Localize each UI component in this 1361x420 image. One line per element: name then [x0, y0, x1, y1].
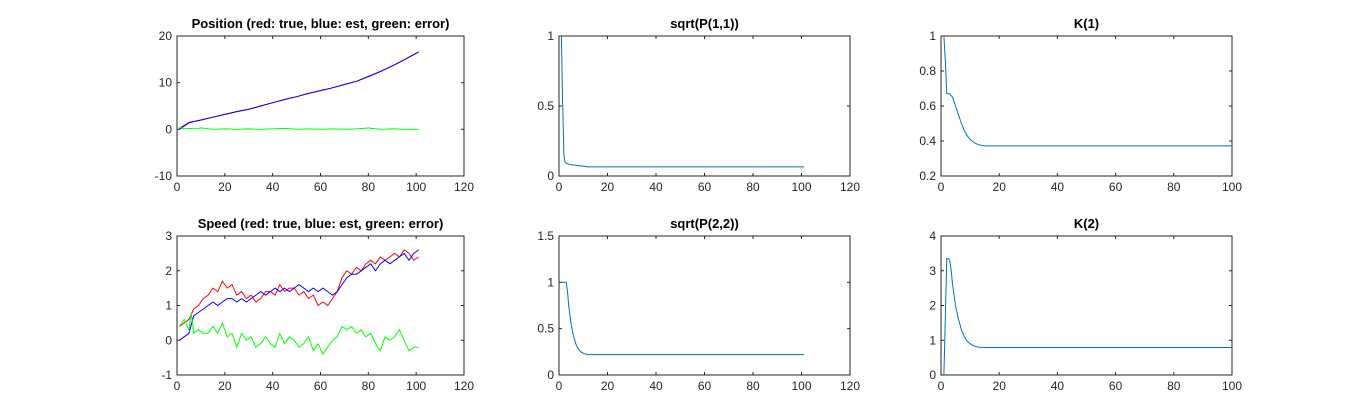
x-tick-label: 40 [1051, 379, 1065, 393]
series-line-1 [943, 35, 1232, 147]
y-tick-label: 0.2 [919, 169, 936, 183]
x-tick-label: 120 [840, 180, 860, 194]
y-tick-label: 1 [547, 275, 554, 289]
y-tick-label: 1 [929, 333, 936, 347]
x-tick-label: 20 [601, 180, 615, 194]
x-tick-label: 0 [174, 379, 181, 393]
y-tick-label: 2 [165, 264, 172, 278]
chart-title: sqrt(P(2,2)) [670, 216, 739, 231]
x-tick-label: 120 [454, 379, 474, 393]
x-tick-label: 0 [174, 180, 181, 194]
y-tick-label: 1 [165, 299, 172, 313]
x-tick-label: 100 [1222, 180, 1242, 194]
x-tick-label: 20 [993, 180, 1007, 194]
x-tick-label: 60 [698, 180, 712, 194]
x-tick-label: 120 [840, 379, 860, 393]
chart-2: 0 20 40 60 80 100 120 0 0.5 1 sqrt(P(1,1)) [537, 16, 860, 194]
chart-3: 0 20 40 60 80 100 0.2 0.4 0.6 0.8 1 K(1) [919, 16, 1242, 194]
y-tick-label: -1 [161, 368, 172, 382]
y-tick-label: 0 [165, 333, 172, 347]
y-tick-label: -10 [155, 169, 173, 183]
axes-box [176, 235, 465, 376]
axes-box [558, 35, 851, 177]
y-tick-label: 0 [929, 368, 936, 382]
y-tick-label: 0 [547, 368, 554, 382]
y-tick-label: 2 [929, 299, 936, 313]
x-tick-label: 60 [314, 180, 328, 194]
y-tick-label: 0.5 [537, 99, 554, 113]
y-tick-label: 3 [929, 264, 936, 278]
y-tick-label: 0.4 [919, 134, 936, 148]
x-tick-label: 100 [791, 180, 811, 194]
x-tick-label: 80 [1167, 379, 1181, 393]
y-tick-label: 1.5 [537, 229, 554, 243]
y-tick-label: 1 [547, 29, 554, 43]
chart-6: 0 20 40 60 80 100 0 1 2 3 4 K(2) [929, 216, 1242, 393]
series-line-3 [179, 126, 419, 130]
x-tick-label: 20 [601, 379, 615, 393]
chart-title: K(1) [1074, 16, 1099, 31]
series-line-1 [943, 258, 1232, 376]
y-tick-label: 0 [165, 122, 172, 136]
x-tick-label: 40 [1051, 180, 1065, 194]
x-tick-label: 40 [266, 180, 280, 194]
x-tick-label: 0 [938, 180, 945, 194]
y-tick-label: 10 [159, 76, 173, 90]
series-line-2 [179, 51, 419, 130]
x-tick-label: 60 [1109, 180, 1123, 194]
x-tick-label: 40 [649, 180, 663, 194]
x-tick-label: 0 [556, 379, 563, 393]
x-tick-label: 100 [406, 379, 426, 393]
x-tick-label: 120 [454, 180, 474, 194]
x-tick-label: 20 [993, 379, 1007, 393]
x-tick-label: 80 [746, 379, 760, 393]
axes-box [940, 35, 1233, 177]
x-tick-label: 20 [218, 379, 232, 393]
x-tick-label: 80 [362, 379, 376, 393]
y-tick-label: 0 [547, 169, 554, 183]
axes-box [940, 235, 1233, 376]
x-tick-label: 100 [1222, 379, 1242, 393]
chart-title: K(2) [1074, 216, 1099, 231]
x-tick-label: 40 [266, 379, 280, 393]
chart-title: Speed (red: true, blue: est, green: erro… [198, 216, 444, 231]
axes-box [176, 35, 465, 177]
x-tick-label: 40 [649, 379, 663, 393]
chart-title: Position (red: true, blue: est, green: e… [192, 16, 450, 31]
x-tick-label: 100 [791, 379, 811, 393]
series-line-2 [179, 249, 419, 341]
chart-5: 0 20 40 60 80 100 120 0 0.5 1 1.5 sqrt(P(2,2)) [537, 216, 860, 393]
series-line-1 [561, 281, 804, 356]
y-tick-label: 0.6 [919, 99, 936, 113]
y-tick-label: 20 [159, 29, 173, 43]
series-line-3 [178, 312, 419, 356]
x-tick-label: 60 [314, 379, 328, 393]
x-tick-label: 80 [1167, 180, 1181, 194]
y-tick-label: 0.8 [919, 64, 936, 78]
series-line-1 [560, 35, 804, 168]
x-tick-label: 80 [746, 180, 760, 194]
y-tick-label: 0.5 [537, 322, 554, 336]
chart-title: sqrt(P(1,1)) [670, 16, 739, 31]
y-tick-label: 3 [165, 229, 172, 243]
x-tick-label: 60 [1109, 379, 1123, 393]
x-tick-label: 20 [218, 180, 232, 194]
x-tick-label: 100 [406, 180, 426, 194]
y-tick-label: 1 [929, 29, 936, 43]
y-tick-label: 4 [929, 229, 936, 243]
x-tick-label: 60 [698, 379, 712, 393]
x-tick-label: 0 [556, 180, 563, 194]
series-line-1 [179, 249, 419, 327]
x-tick-label: 80 [362, 180, 376, 194]
x-tick-label: 0 [938, 379, 945, 393]
